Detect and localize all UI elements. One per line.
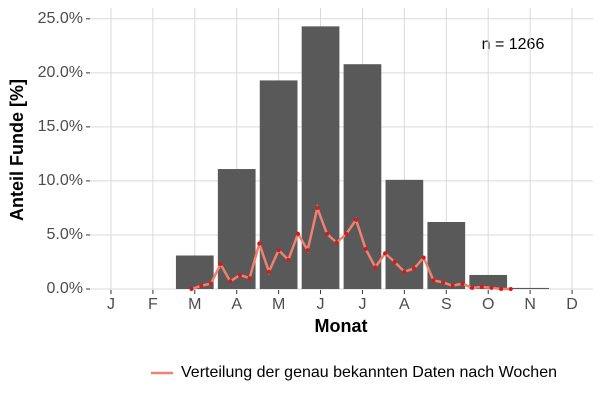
line-point [305,248,310,253]
x-tick-label: N [524,296,536,313]
y-axis-title: Anteil Funde [%] [7,79,27,221]
bar [427,221,466,289]
line-point [228,279,233,284]
line-point [508,287,513,291]
line-point [266,269,271,274]
line-point [421,255,426,260]
line-point [237,272,242,277]
line-point [479,284,484,289]
y-tick-label: 0.0% [47,280,83,297]
x-tick-label: J [107,296,115,313]
bar [511,287,549,289]
x-tick-label: J [358,296,366,313]
line-point [315,205,320,210]
line-point [199,283,204,288]
line-point [295,231,300,236]
line-point [431,278,436,283]
line-point [402,269,407,274]
line-point [392,259,397,264]
line-point [489,285,494,290]
line-point [208,281,213,286]
line-point [334,240,339,245]
line [191,203,511,291]
legend-label: Verteilung der genau bekannten Daten nac… [181,364,557,381]
line-point [460,281,465,286]
line-point [218,262,223,267]
annotation: n = 1266 [482,36,545,53]
line-point [354,217,359,222]
x-tick-label: F [148,296,158,313]
x-tick-label: O [482,296,494,313]
x-axis-title: Monat [315,316,368,336]
line-point [470,285,475,290]
x-tick-label: A [399,296,410,313]
line-point [373,265,378,270]
y-tick-label: 5.0% [47,226,83,243]
line-point [276,248,281,253]
line-point [363,247,368,252]
x-tick-label: S [441,296,452,313]
line-point [450,283,455,288]
line-point [286,257,291,262]
bar [469,274,508,289]
y-tick-label: 25.0% [38,10,83,27]
line-point [383,251,388,256]
line-point [344,231,349,236]
line-point [247,276,252,281]
line-point [189,287,194,291]
y-tick-label: 15.0% [38,118,83,135]
bar [343,64,382,289]
line-point [499,287,504,291]
line-point [257,241,262,246]
line-point [324,231,329,236]
x-tick-label: M [188,296,201,313]
x-tick-label: J [317,296,325,313]
x-tick-label: D [566,296,578,313]
line-point [412,266,417,271]
x-tick-label: A [231,296,242,313]
x-tick-label: M [272,296,285,313]
line-point [441,280,446,285]
y-tick-label: 20.0% [38,64,83,81]
y-tick-label: 10.0% [38,172,83,189]
